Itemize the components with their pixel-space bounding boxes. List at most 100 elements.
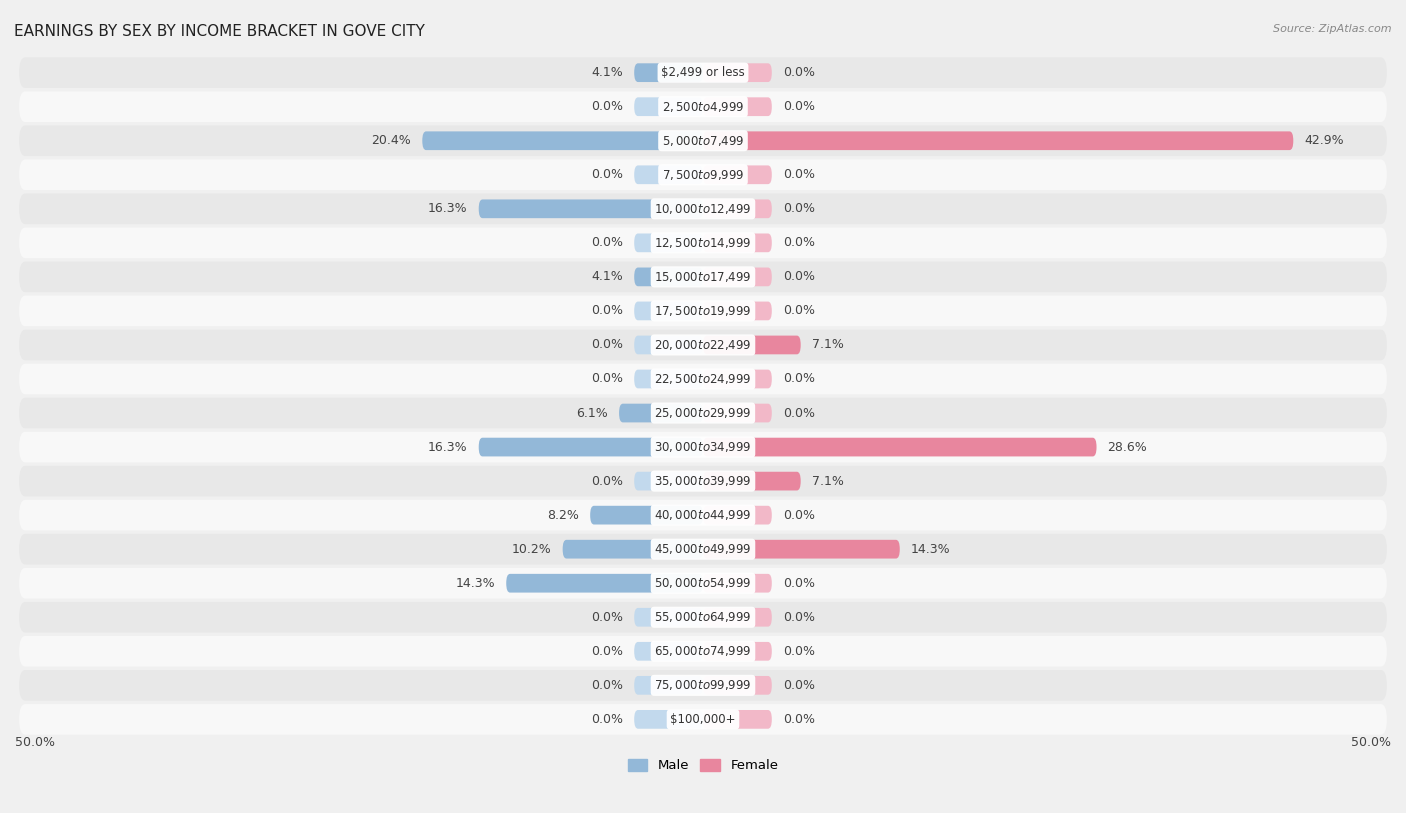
FancyBboxPatch shape — [634, 63, 703, 82]
Text: 0.0%: 0.0% — [783, 66, 815, 79]
FancyBboxPatch shape — [422, 132, 703, 150]
FancyBboxPatch shape — [634, 336, 703, 354]
FancyBboxPatch shape — [20, 432, 1386, 463]
Text: EARNINGS BY SEX BY INCOME BRACKET IN GOVE CITY: EARNINGS BY SEX BY INCOME BRACKET IN GOV… — [14, 24, 425, 39]
Text: 0.0%: 0.0% — [591, 645, 623, 658]
Text: 42.9%: 42.9% — [1305, 134, 1344, 147]
FancyBboxPatch shape — [20, 602, 1386, 633]
FancyBboxPatch shape — [634, 165, 703, 184]
Text: 0.0%: 0.0% — [783, 304, 815, 317]
Text: 0.0%: 0.0% — [783, 168, 815, 181]
Text: 0.0%: 0.0% — [783, 576, 815, 589]
FancyBboxPatch shape — [703, 63, 772, 82]
FancyBboxPatch shape — [703, 267, 772, 286]
FancyBboxPatch shape — [562, 540, 703, 559]
FancyBboxPatch shape — [703, 199, 772, 218]
FancyBboxPatch shape — [703, 676, 772, 694]
Text: 6.1%: 6.1% — [576, 406, 607, 420]
FancyBboxPatch shape — [634, 302, 703, 320]
Text: 0.0%: 0.0% — [783, 509, 815, 522]
FancyBboxPatch shape — [634, 267, 703, 286]
FancyBboxPatch shape — [703, 710, 772, 728]
Text: 7.1%: 7.1% — [811, 475, 844, 488]
FancyBboxPatch shape — [20, 534, 1386, 564]
FancyBboxPatch shape — [20, 670, 1386, 701]
Text: $100,000+: $100,000+ — [671, 713, 735, 726]
FancyBboxPatch shape — [20, 91, 1386, 122]
FancyBboxPatch shape — [703, 437, 1097, 456]
Text: $25,000 to $29,999: $25,000 to $29,999 — [654, 406, 752, 420]
Text: 0.0%: 0.0% — [591, 372, 623, 385]
Text: 4.1%: 4.1% — [592, 66, 623, 79]
Text: 0.0%: 0.0% — [783, 372, 815, 385]
FancyBboxPatch shape — [20, 636, 1386, 667]
Text: 0.0%: 0.0% — [783, 202, 815, 215]
Text: $35,000 to $39,999: $35,000 to $39,999 — [654, 474, 752, 488]
Text: 7.1%: 7.1% — [811, 338, 844, 351]
FancyBboxPatch shape — [20, 159, 1386, 190]
Text: $5,000 to $7,499: $5,000 to $7,499 — [662, 134, 744, 148]
Text: $45,000 to $49,999: $45,000 to $49,999 — [654, 542, 752, 556]
FancyBboxPatch shape — [20, 193, 1386, 224]
FancyBboxPatch shape — [703, 608, 772, 627]
Text: 8.2%: 8.2% — [547, 509, 579, 522]
FancyBboxPatch shape — [703, 404, 772, 423]
Text: 16.3%: 16.3% — [427, 202, 468, 215]
Text: Source: ZipAtlas.com: Source: ZipAtlas.com — [1274, 24, 1392, 34]
Text: 0.0%: 0.0% — [783, 679, 815, 692]
Legend: Male, Female: Male, Female — [623, 754, 783, 777]
FancyBboxPatch shape — [634, 642, 703, 661]
Text: $55,000 to $64,999: $55,000 to $64,999 — [654, 611, 752, 624]
FancyBboxPatch shape — [634, 676, 703, 694]
Text: 0.0%: 0.0% — [783, 237, 815, 250]
Text: $20,000 to $22,499: $20,000 to $22,499 — [654, 338, 752, 352]
FancyBboxPatch shape — [703, 472, 800, 490]
Text: $10,000 to $12,499: $10,000 to $12,499 — [654, 202, 752, 215]
FancyBboxPatch shape — [634, 98, 703, 116]
FancyBboxPatch shape — [20, 125, 1386, 156]
Text: 0.0%: 0.0% — [591, 168, 623, 181]
FancyBboxPatch shape — [478, 437, 703, 456]
FancyBboxPatch shape — [506, 574, 703, 593]
Text: $40,000 to $44,999: $40,000 to $44,999 — [654, 508, 752, 522]
Text: $2,500 to $4,999: $2,500 to $4,999 — [662, 100, 744, 114]
Text: 0.0%: 0.0% — [591, 237, 623, 250]
FancyBboxPatch shape — [478, 199, 703, 218]
FancyBboxPatch shape — [634, 472, 703, 490]
FancyBboxPatch shape — [634, 233, 703, 252]
FancyBboxPatch shape — [634, 608, 703, 627]
Text: $30,000 to $34,999: $30,000 to $34,999 — [654, 440, 752, 454]
FancyBboxPatch shape — [703, 540, 900, 559]
Text: $2,499 or less: $2,499 or less — [661, 66, 745, 79]
FancyBboxPatch shape — [703, 302, 772, 320]
FancyBboxPatch shape — [619, 404, 703, 423]
FancyBboxPatch shape — [20, 296, 1386, 326]
FancyBboxPatch shape — [703, 233, 772, 252]
FancyBboxPatch shape — [634, 370, 703, 389]
FancyBboxPatch shape — [703, 642, 772, 661]
Text: $50,000 to $54,999: $50,000 to $54,999 — [654, 576, 752, 590]
Text: 0.0%: 0.0% — [591, 611, 623, 624]
FancyBboxPatch shape — [20, 262, 1386, 292]
Text: 0.0%: 0.0% — [783, 611, 815, 624]
Text: $12,500 to $14,999: $12,500 to $14,999 — [654, 236, 752, 250]
Text: 0.0%: 0.0% — [591, 679, 623, 692]
FancyBboxPatch shape — [20, 398, 1386, 428]
FancyBboxPatch shape — [20, 329, 1386, 360]
Text: 0.0%: 0.0% — [783, 406, 815, 420]
FancyBboxPatch shape — [20, 466, 1386, 497]
FancyBboxPatch shape — [703, 165, 772, 184]
FancyBboxPatch shape — [20, 363, 1386, 394]
Text: 0.0%: 0.0% — [783, 271, 815, 284]
FancyBboxPatch shape — [703, 574, 772, 593]
Text: 0.0%: 0.0% — [591, 713, 623, 726]
Text: 14.3%: 14.3% — [911, 543, 950, 555]
Text: $15,000 to $17,499: $15,000 to $17,499 — [654, 270, 752, 284]
Text: $65,000 to $74,999: $65,000 to $74,999 — [654, 644, 752, 659]
Text: $75,000 to $99,999: $75,000 to $99,999 — [654, 678, 752, 693]
Text: 50.0%: 50.0% — [15, 737, 55, 750]
FancyBboxPatch shape — [591, 506, 703, 524]
FancyBboxPatch shape — [20, 228, 1386, 259]
Text: 10.2%: 10.2% — [512, 543, 551, 555]
FancyBboxPatch shape — [703, 132, 1294, 150]
